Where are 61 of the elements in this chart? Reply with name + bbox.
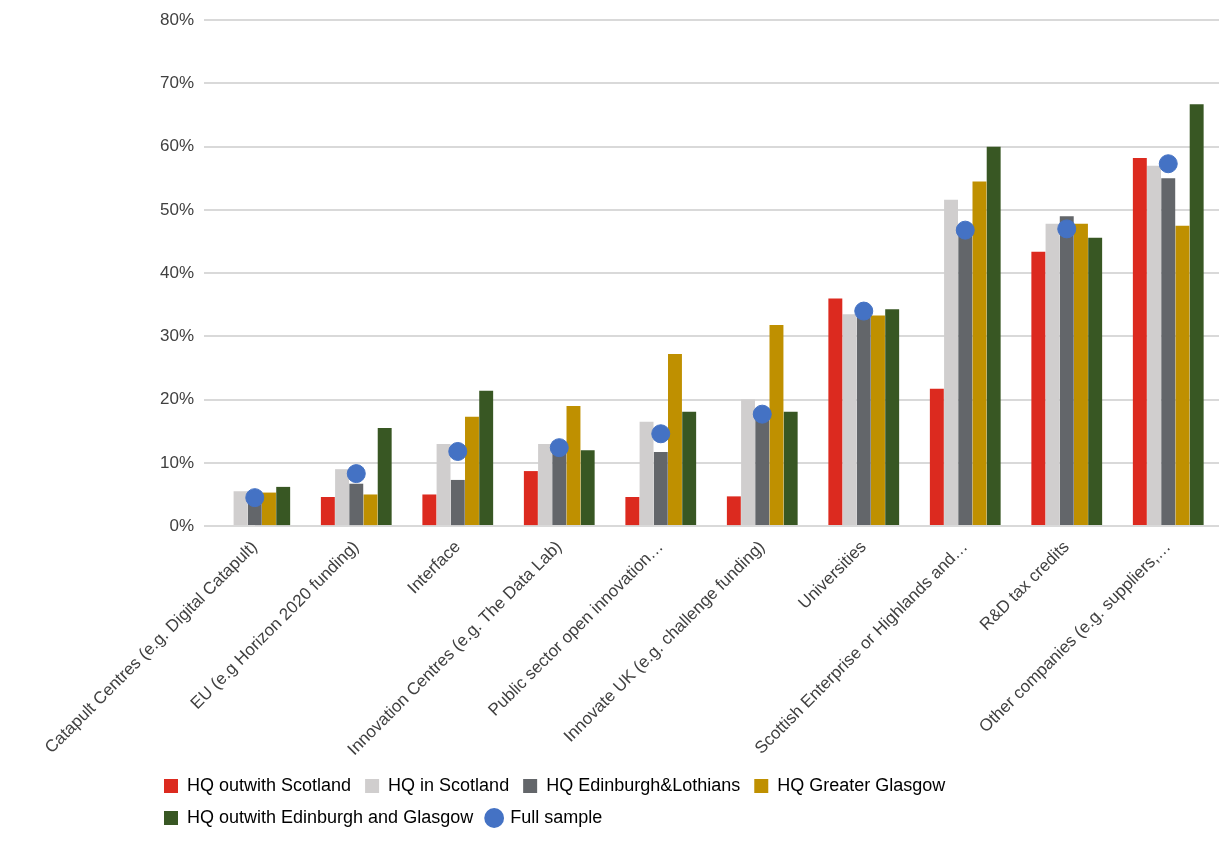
legend-label: HQ outwith Edinburgh and Glasgow <box>187 806 475 827</box>
bar <box>726 496 741 526</box>
bar <box>566 405 581 526</box>
point <box>346 464 366 484</box>
bar <box>1189 104 1204 526</box>
bar <box>465 416 479 526</box>
bar <box>523 471 538 526</box>
legend-label: HQ in Scotland <box>388 774 510 795</box>
bar <box>1132 158 1147 526</box>
y-tick-label: 40% <box>159 262 195 282</box>
y-tick-label: 60% <box>159 136 195 156</box>
bar <box>363 494 378 526</box>
point <box>955 220 975 240</box>
bar <box>1059 216 1074 526</box>
y-tick-label: 0% <box>169 515 195 535</box>
bar <box>755 418 770 526</box>
point <box>1057 219 1077 239</box>
y-tick-label: 50% <box>159 199 195 219</box>
bar <box>929 388 944 526</box>
y-tick-label: 80% <box>159 9 195 29</box>
bar <box>1175 225 1190 526</box>
bar <box>828 298 843 526</box>
bar <box>769 325 784 526</box>
bar <box>450 479 465 526</box>
bar <box>1074 223 1088 526</box>
bar <box>625 497 640 526</box>
bar <box>958 235 973 526</box>
bar <box>262 492 276 526</box>
y-tick-label: 30% <box>159 326 195 346</box>
bar <box>871 315 885 526</box>
bar <box>320 497 335 526</box>
bar <box>783 411 798 526</box>
legend-label: Full sample <box>510 806 603 827</box>
point <box>651 424 671 444</box>
bar <box>986 146 1001 526</box>
point <box>1158 154 1178 174</box>
bar <box>422 494 437 526</box>
bar <box>682 411 697 526</box>
y-tick-label: 70% <box>159 73 195 93</box>
bar <box>479 390 494 526</box>
y-tick-label: 20% <box>159 389 195 409</box>
bar <box>377 428 392 526</box>
y-tick-label: 10% <box>159 452 195 472</box>
bar <box>1031 251 1046 526</box>
bar <box>276 486 291 526</box>
bar <box>885 309 900 526</box>
legend-label: HQ outwith Scotland <box>187 774 352 795</box>
point <box>245 488 265 508</box>
bar <box>972 181 987 526</box>
bar <box>580 450 595 526</box>
legend-label: HQ Edinburgh&Lothians <box>546 774 741 795</box>
bar <box>668 354 682 526</box>
legend-label: HQ Greater Glasgow <box>777 774 947 795</box>
bar <box>349 483 364 526</box>
point <box>752 404 772 424</box>
point <box>448 441 468 461</box>
bar <box>1161 178 1176 526</box>
point <box>549 438 569 458</box>
bar <box>653 452 668 526</box>
bar <box>1088 237 1103 526</box>
point <box>854 301 874 321</box>
